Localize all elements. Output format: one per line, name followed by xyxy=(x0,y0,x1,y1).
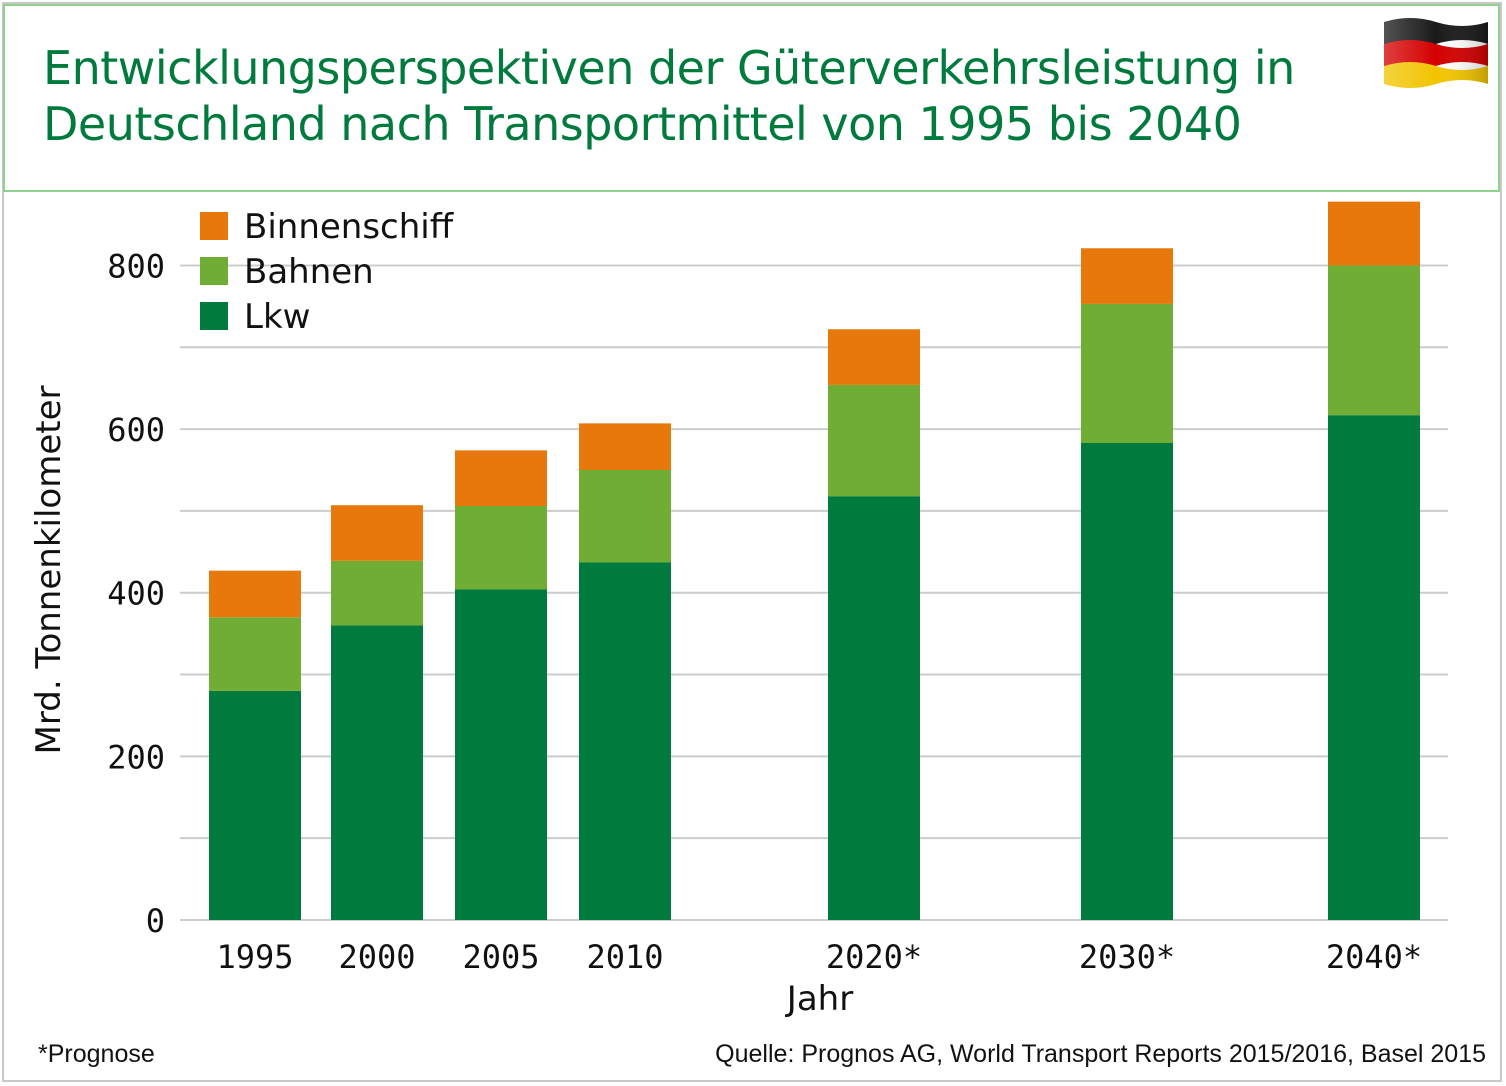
y-tick-label: 0 xyxy=(146,902,165,940)
y-tick-labels: 0 200 400 600 800 xyxy=(107,247,165,940)
x-tick-label: 2010 xyxy=(586,938,663,976)
bar-lkw-2020 xyxy=(828,496,920,920)
source-note: Quelle: Prognos AG, World Transport Repo… xyxy=(715,1040,1486,1068)
bar-binnenschiff-2040 xyxy=(1328,201,1420,266)
bar-binnenschiff-2020 xyxy=(828,329,920,385)
y-tick-label: 800 xyxy=(107,247,165,285)
legend-swatch-lkw xyxy=(200,302,228,330)
bar-bahnen-2040 xyxy=(1328,265,1420,416)
bar-binnenschiff-2010 xyxy=(579,423,671,470)
y-tick-label: 600 xyxy=(107,411,165,449)
bar-lkw-2005 xyxy=(455,589,547,920)
legend-label: Binnenschiff xyxy=(244,207,455,247)
x-tick-label: 2020* xyxy=(826,938,922,976)
legend-label: Bahnen xyxy=(244,252,374,292)
germany-flag-icon xyxy=(1384,18,1488,88)
legend-swatch-binnenschiff xyxy=(200,212,228,240)
footnote: *Prognose xyxy=(38,1040,155,1068)
x-tick-label: 2000 xyxy=(338,938,415,976)
bar-bahnen-2020 xyxy=(828,384,920,497)
bar-bahnen-2000 xyxy=(331,560,423,626)
chart-title: Entwicklungsperspektiven der Güterverkeh… xyxy=(43,41,1295,151)
legend-label: Lkw xyxy=(244,297,310,337)
legend: Binnenschiff Bahnen Lkw xyxy=(200,207,455,337)
bar-binnenschiff-2000 xyxy=(331,505,423,561)
bar-binnenschiff-2005 xyxy=(455,450,547,506)
x-tick-label: 2005 xyxy=(462,938,539,976)
bar-bahnen-1995 xyxy=(209,617,301,691)
bar-lkw-2030 xyxy=(1081,443,1173,920)
bar-binnenschiff-2030 xyxy=(1081,248,1173,304)
title-box: Entwicklungsperspektiven der Güterverkeh… xyxy=(3,4,1500,192)
y-tick-label: 200 xyxy=(107,738,165,776)
bar-lkw-2000 xyxy=(331,625,423,920)
bar-bahnen-2010 xyxy=(579,470,671,563)
x-tick-label: 2040* xyxy=(1326,938,1422,976)
bar-lkw-2010 xyxy=(579,562,671,920)
x-tick-label: 2030* xyxy=(1079,938,1175,976)
bars xyxy=(209,201,1420,920)
x-tick-labels: 1995 2000 2005 2010 2020* 2030* 2040* xyxy=(216,938,1422,976)
y-tick-label: 400 xyxy=(107,575,165,613)
x-tick-label: 1995 xyxy=(216,938,293,976)
bar-bahnen-2030 xyxy=(1081,303,1173,443)
legend-swatch-bahnen xyxy=(200,257,228,285)
x-axis-title: Jahr xyxy=(785,979,853,1019)
bar-binnenschiff-1995 xyxy=(209,570,301,618)
bar-bahnen-2005 xyxy=(455,506,547,590)
bar-lkw-2040 xyxy=(1328,415,1420,920)
bar-lkw-1995 xyxy=(209,690,301,920)
y-axis-title: Mrd. Tonnenkilometer xyxy=(29,386,69,755)
